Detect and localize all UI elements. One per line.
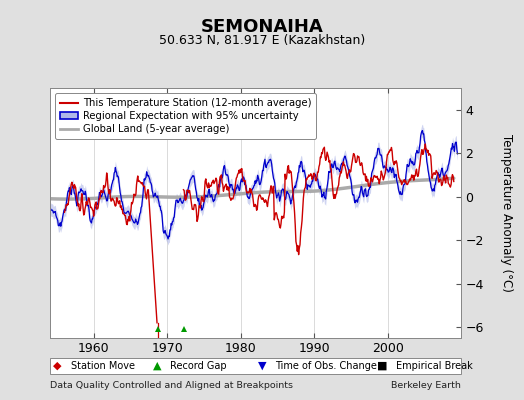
Y-axis label: Temperature Anomaly (°C): Temperature Anomaly (°C) xyxy=(500,134,514,292)
Text: Empirical Break: Empirical Break xyxy=(396,361,472,371)
Text: ▲: ▲ xyxy=(153,361,161,371)
Legend: This Temperature Station (12-month average), Regional Expectation with 95% uncer: This Temperature Station (12-month avera… xyxy=(55,93,316,139)
Text: Berkeley Earth: Berkeley Earth xyxy=(391,381,461,390)
Text: ▼: ▼ xyxy=(258,361,266,371)
Text: Time of Obs. Change: Time of Obs. Change xyxy=(275,361,377,371)
Text: Data Quality Controlled and Aligned at Breakpoints: Data Quality Controlled and Aligned at B… xyxy=(50,381,293,390)
Text: 50.633 N, 81.917 E (Kazakhstan): 50.633 N, 81.917 E (Kazakhstan) xyxy=(159,34,365,47)
Text: ◆: ◆ xyxy=(53,361,62,371)
Text: Record Gap: Record Gap xyxy=(170,361,227,371)
Text: Station Move: Station Move xyxy=(71,361,135,371)
Text: ■: ■ xyxy=(377,361,388,371)
Text: SEMONAIHA: SEMONAIHA xyxy=(201,18,323,36)
